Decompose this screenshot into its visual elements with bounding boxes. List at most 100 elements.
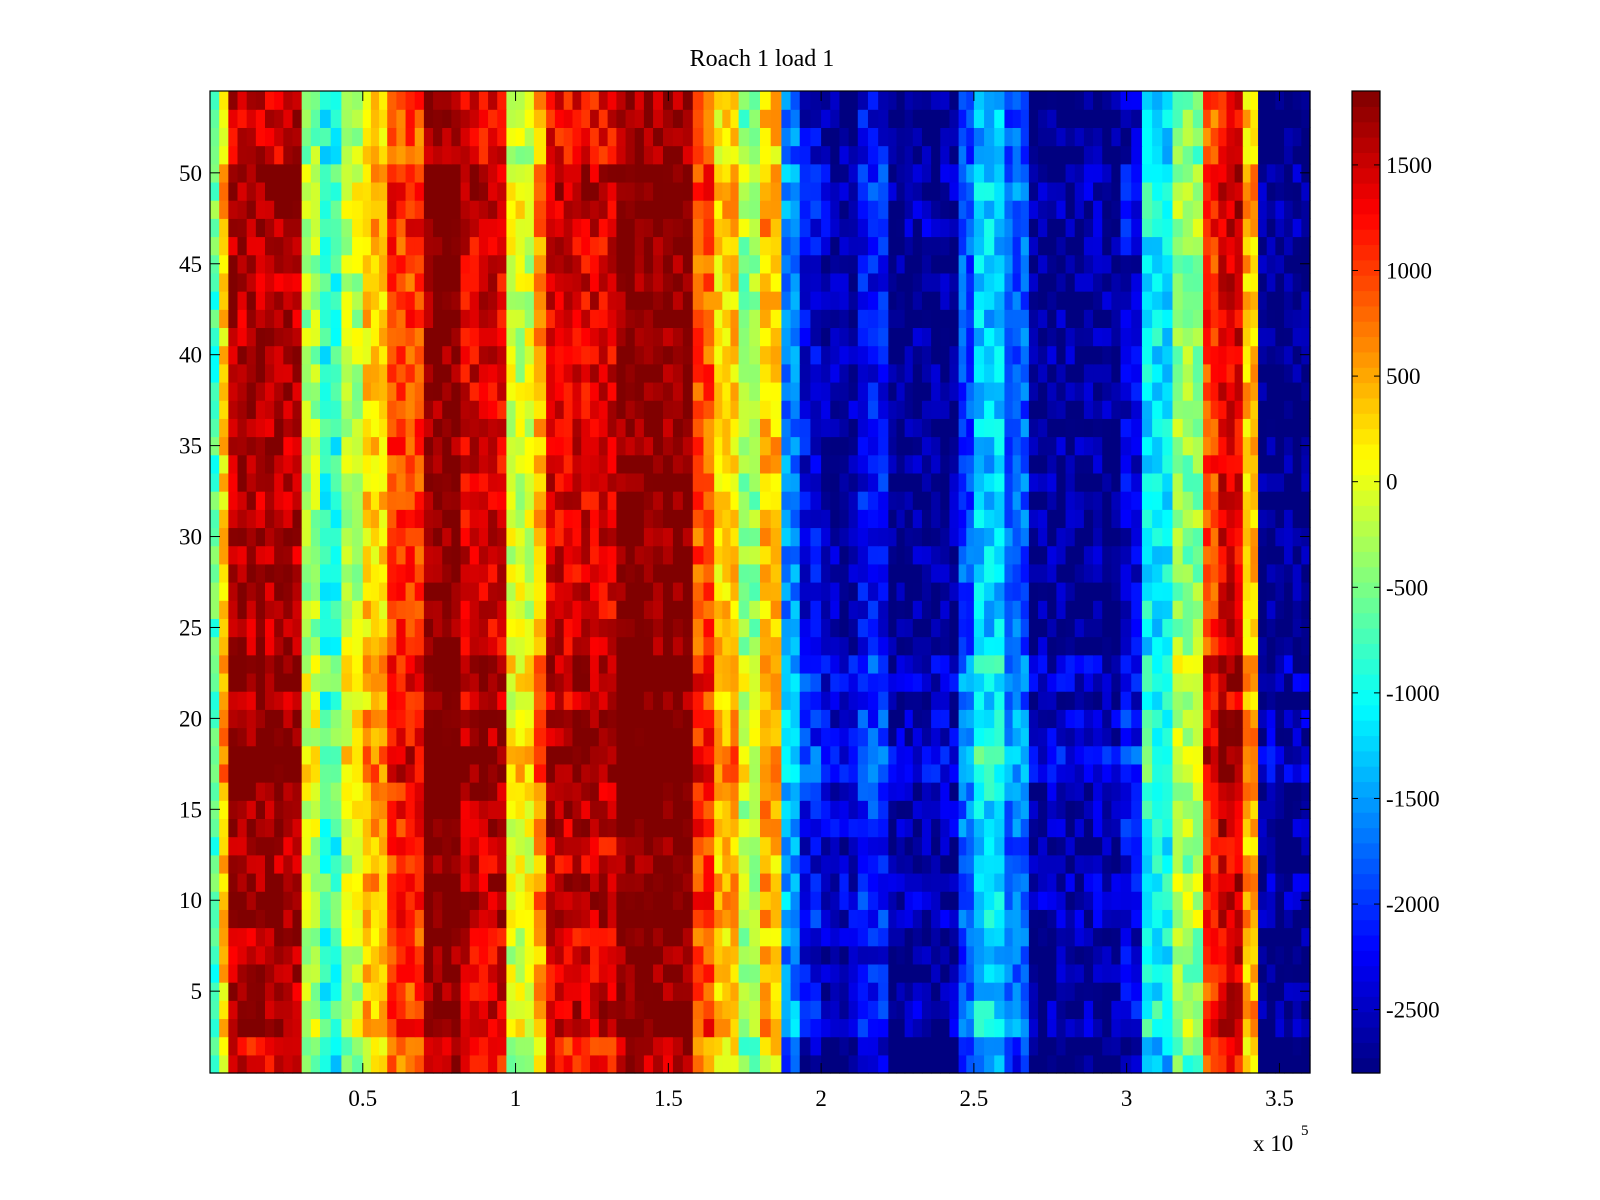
heatmap-cell: [966, 509, 975, 529]
heatmap-cell: [1056, 909, 1067, 929]
heatmap-cell: [1284, 345, 1294, 365]
heatmap-cell: [984, 1054, 995, 1074]
heatmap-cell: [1141, 872, 1153, 892]
heatmap-cell: [662, 618, 674, 638]
heatmap-cell: [533, 654, 547, 674]
heatmap-cell: [607, 618, 617, 638]
heatmap-cell: [546, 691, 556, 710]
heatmap-cell: [387, 927, 397, 947]
heatmap-cell: [255, 836, 266, 856]
heatmap-cell: [940, 982, 951, 1001]
heatmap-cell: [405, 327, 416, 347]
heatmap-cell: [1120, 527, 1132, 547]
heatmap-cell: [653, 1000, 664, 1020]
heatmap-cell: [653, 1018, 664, 1038]
heatmap-cell: [949, 491, 960, 510]
heatmap-cell: [896, 309, 906, 329]
heatmap-cell: [722, 436, 732, 456]
heatmap-cell: [1226, 672, 1236, 692]
heatmap-cell: [1162, 309, 1174, 329]
heatmap-cell: [598, 909, 609, 929]
heatmap-cell: [1275, 618, 1285, 638]
heatmap-cell: [1218, 672, 1228, 692]
heatmap-cell: [607, 400, 617, 419]
heatmap-cell: [469, 782, 480, 801]
heatmap-cell: [1250, 381, 1259, 401]
heatmap-cell: [352, 727, 364, 747]
heatmap-cell: [219, 982, 229, 1001]
heatmap-cell: [433, 1036, 443, 1056]
heatmap-cell: [598, 472, 609, 492]
heatmap-cell: [966, 782, 975, 801]
heatmap-cell: [1258, 945, 1268, 965]
heatmap-cell: [554, 400, 565, 419]
heatmap-cell: [1242, 891, 1252, 910]
heatmap-cell: [1020, 491, 1030, 510]
heatmap-cell: [1162, 636, 1174, 656]
heatmap-cell: [714, 309, 723, 329]
heatmap-cell: [554, 727, 565, 747]
heatmap-cell: [1020, 891, 1030, 910]
heatmap-cell: [265, 1000, 275, 1020]
heatmap-cell: [370, 891, 380, 910]
heatmap-cell: [1242, 418, 1252, 438]
heatmap-cell: [310, 400, 321, 419]
heatmap-cell: [830, 672, 841, 692]
heatmap-cell: [379, 472, 388, 492]
heatmap-cell: [672, 1018, 684, 1038]
heatmap-cell: [469, 854, 480, 874]
heatmap-cell: [839, 636, 850, 656]
heatmap-cell: [672, 800, 684, 820]
heatmap-cell: [283, 1036, 294, 1056]
heatmap-cell: [1275, 891, 1285, 910]
heatmap-cell: [830, 545, 841, 565]
heatmap-cell: [888, 527, 898, 547]
heatmap-cell: [799, 491, 812, 510]
heatmap-cell: [857, 763, 869, 783]
heatmap-cell: [330, 327, 342, 347]
heatmap-cell: [460, 527, 471, 547]
heatmap-cell: [984, 672, 995, 692]
heatmap-cell: [414, 963, 425, 983]
heatmap-cell: [414, 545, 425, 565]
heatmap-cell: [1210, 891, 1219, 910]
heatmap-cell: [1102, 436, 1112, 456]
heatmap-cell: [590, 782, 600, 801]
heatmap-cell: [616, 418, 627, 438]
heatmap-cell: [433, 454, 443, 474]
heatmap-cell: [442, 418, 452, 438]
heatmap-cell: [581, 836, 591, 856]
heatmap-cell: [770, 345, 782, 365]
heatmap-cell: [442, 600, 452, 619]
heatmap-cell: [1074, 745, 1085, 765]
heatmap-cell: [912, 563, 923, 583]
heatmap-cell: [912, 963, 923, 983]
heatmap-cell: [246, 836, 257, 856]
heatmap-cell: [396, 891, 407, 910]
heatmap-cell: [730, 1018, 740, 1038]
heatmap-cell: [554, 800, 565, 820]
heatmap-cell: [246, 1018, 257, 1038]
heatmap-cell: [460, 1054, 471, 1074]
heatmap-cell: [857, 363, 869, 383]
heatmap-cell: [749, 400, 761, 419]
heatmap-cell: [451, 600, 462, 619]
heatmap-cell: [387, 327, 397, 347]
heatmap-cell: [1258, 963, 1268, 983]
heatmap-cell: [790, 927, 801, 947]
heatmap-cell: [760, 872, 772, 892]
heatmap-cell: [904, 963, 914, 983]
heatmap-cell: [616, 1036, 627, 1056]
heatmap-cell: [973, 672, 985, 692]
heatmap-cell: [1131, 854, 1143, 874]
heatmap-cell: [839, 1054, 850, 1074]
heatmap-cell: [320, 600, 332, 619]
heatmap-cell: [1203, 363, 1212, 383]
heatmap-cell: [283, 436, 294, 456]
heatmap-cell: [506, 309, 517, 329]
heatmap-cell: [362, 327, 372, 347]
heatmap-cell: [1234, 582, 1244, 601]
heatmap-cell: [912, 745, 923, 765]
heatmap-cell: [598, 763, 609, 783]
heatmap-cell: [810, 872, 822, 892]
